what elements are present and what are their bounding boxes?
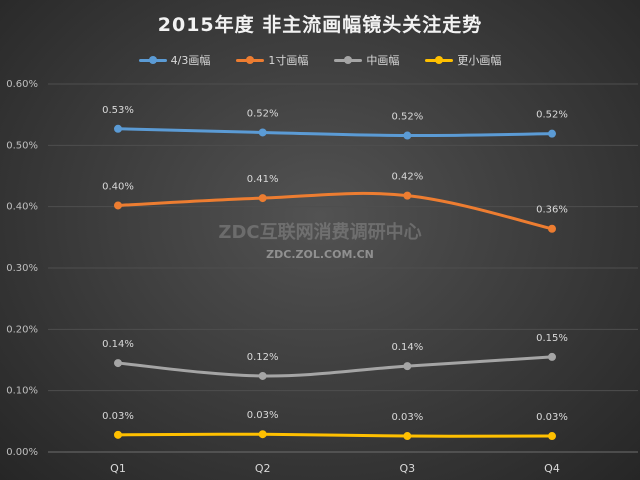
data-label: 0.12% <box>247 352 279 363</box>
y-tick-label: 0.20% <box>6 324 38 335</box>
legend-item: 1寸画幅 <box>236 52 308 68</box>
legend-swatch <box>236 54 265 66</box>
data-point <box>403 432 412 441</box>
legend-swatch <box>334 54 363 66</box>
legend-swatch <box>425 54 454 66</box>
x-tick-label: Q3 <box>399 462 415 475</box>
data-label: 0.52% <box>247 108 279 119</box>
data-label: 0.53% <box>102 105 134 116</box>
series-line <box>116 355 554 378</box>
y-tick-label: 0.00% <box>6 447 38 458</box>
data-label: 0.03% <box>102 411 134 422</box>
data-point <box>548 129 556 138</box>
data-label: 0.03% <box>391 412 423 423</box>
legend-label: 更小画幅 <box>457 54 502 67</box>
x-tick-label: Q4 <box>544 462 560 475</box>
y-tick-label: 0.40% <box>6 202 38 213</box>
y-tick-label: 0.30% <box>6 263 38 274</box>
data-label: 0.52% <box>536 110 568 121</box>
legend-item: 更小画幅 <box>425 52 501 68</box>
data-point <box>258 128 267 137</box>
x-tick-label: Q1 <box>110 462 126 475</box>
data-point <box>403 362 412 371</box>
series-line <box>116 127 554 138</box>
data-label: 0.41% <box>247 174 279 185</box>
data-label: 0.52% <box>391 112 423 123</box>
data-label: 0.03% <box>536 412 568 423</box>
legend-item: 中画幅 <box>334 52 399 68</box>
legend: 4/3画幅 1寸画幅 中画幅 更小画幅 <box>0 52 640 68</box>
data-point <box>114 124 122 133</box>
data-point <box>258 371 267 380</box>
data-label: 0.40% <box>102 181 134 192</box>
data-label: 0.14% <box>391 342 423 353</box>
data-label: 0.15% <box>536 333 568 344</box>
data-point <box>258 194 267 203</box>
series-line <box>116 432 554 438</box>
data-point <box>548 352 556 361</box>
data-point <box>114 359 122 368</box>
data-point <box>258 430 267 439</box>
data-point <box>403 191 412 200</box>
watermark: ZDC互联网消费调研中心 ZDC.ZOL.COM.CN <box>190 218 450 261</box>
data-label: 0.36% <box>536 205 568 216</box>
legend-label: 1寸画幅 <box>268 54 309 67</box>
y-tick-label: 0.50% <box>6 140 38 151</box>
data-label: 0.14% <box>102 339 134 350</box>
data-point <box>114 430 122 439</box>
y-tick-label: 0.60% <box>6 79 38 90</box>
legend-item: 4/3画幅 <box>138 52 211 68</box>
y-tick-label: 0.10% <box>6 386 38 397</box>
data-label: 0.03% <box>247 410 279 421</box>
data-point <box>114 201 122 210</box>
legend-label: 中画幅 <box>366 54 400 67</box>
watermark-sub: ZDC.ZOL.COM.CN <box>266 248 374 261</box>
legend-swatch <box>138 54 167 66</box>
series-line <box>116 191 554 231</box>
chart-title: 2015年度 非主流画幅镜头关注走势 <box>157 14 483 36</box>
data-point <box>548 224 556 233</box>
data-point <box>403 131 412 140</box>
watermark-main: ZDC互联网消费调研中心 <box>218 222 422 243</box>
legend-label: 4/3画幅 <box>170 54 211 67</box>
data-point <box>548 432 556 441</box>
data-label: 0.42% <box>391 172 423 183</box>
x-tick-label: Q2 <box>255 462 271 475</box>
